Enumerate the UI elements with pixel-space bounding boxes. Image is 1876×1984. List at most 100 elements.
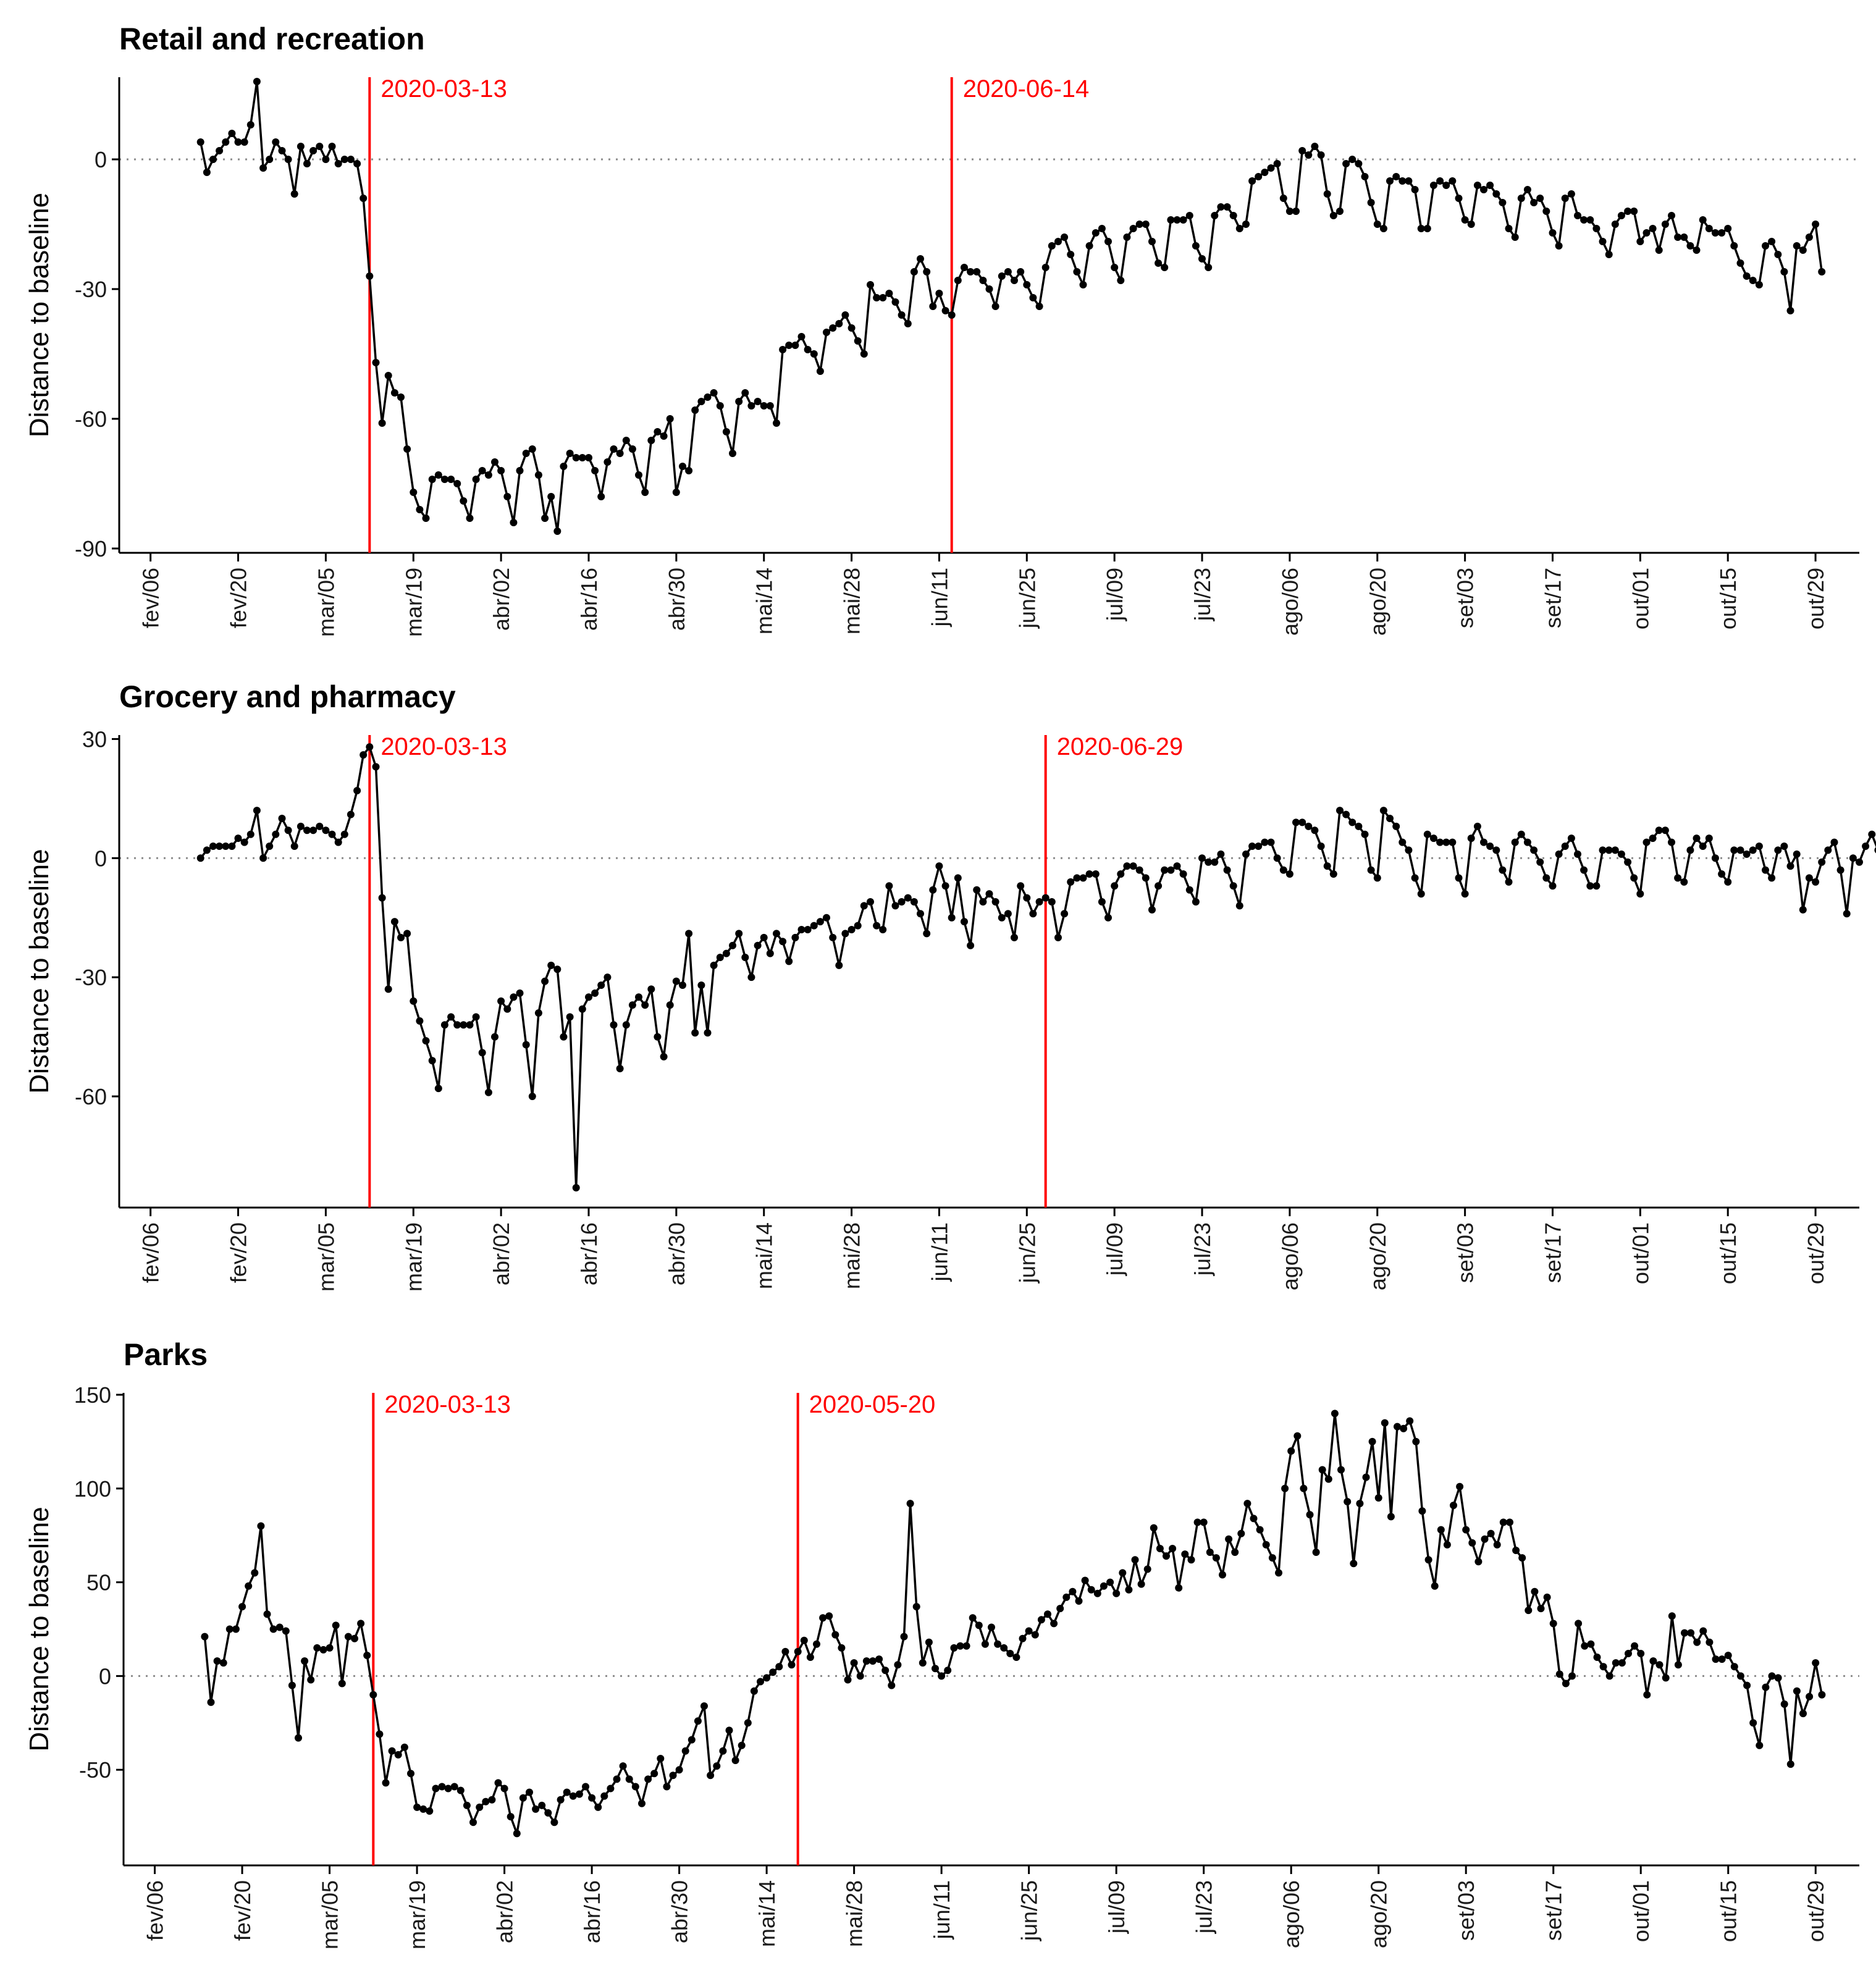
data-point	[1198, 854, 1206, 862]
data-point	[923, 930, 931, 938]
data-point	[688, 1736, 696, 1744]
x-tick-label: fev/20	[226, 1222, 251, 1283]
y-tick-label: 30	[82, 726, 107, 752]
data-point	[707, 1772, 715, 1780]
event-label: 2020-03-13	[381, 733, 507, 760]
y-tick-label: -60	[75, 1084, 107, 1109]
data-point	[397, 933, 405, 941]
data-point	[1661, 221, 1669, 228]
x-tick-label: jun/25	[1014, 1222, 1040, 1284]
data-point	[1749, 277, 1757, 284]
data-point	[991, 303, 999, 310]
x-tick-label: mar/19	[401, 1222, 426, 1292]
data-point	[522, 1041, 530, 1049]
data-point	[246, 830, 254, 838]
data-point	[1336, 807, 1344, 815]
data-point	[269, 1625, 277, 1633]
x-tick-label: abr/02	[489, 1222, 514, 1285]
data-point	[1075, 1597, 1083, 1605]
data-point	[307, 1676, 315, 1684]
data-point	[1223, 203, 1231, 211]
data-point	[1279, 195, 1287, 202]
data-point	[1718, 870, 1726, 878]
data-point	[1387, 1513, 1395, 1521]
data-point	[891, 902, 899, 910]
data-point	[700, 1702, 708, 1710]
data-point	[1624, 208, 1632, 215]
data-point	[1674, 1661, 1682, 1669]
x-tick-label: jul/23	[1192, 1880, 1217, 1934]
y-tick-label: -30	[75, 965, 107, 990]
data-point	[1324, 1475, 1332, 1483]
data-point	[272, 830, 280, 838]
data-point	[234, 138, 242, 146]
x-tick-label: jul/09	[1102, 568, 1127, 621]
x-tick-label: set/17	[1541, 1880, 1567, 1941]
data-point	[1655, 1661, 1664, 1669]
data-point	[781, 1647, 789, 1655]
data-point	[572, 1183, 580, 1192]
data-point	[1693, 246, 1701, 254]
data-point	[240, 138, 248, 146]
data-point	[754, 941, 762, 949]
x-tick-label: fev/20	[226, 568, 251, 628]
data-point	[560, 1033, 568, 1041]
data-point	[1624, 858, 1632, 866]
data-point	[1575, 1620, 1583, 1628]
data-point	[1436, 177, 1444, 185]
data-point	[835, 320, 843, 327]
data-point	[1362, 1473, 1370, 1481]
data-point	[334, 838, 342, 846]
data-point	[898, 898, 906, 906]
data-point	[929, 886, 937, 894]
data-point	[1293, 1432, 1302, 1440]
data-point	[1117, 277, 1125, 284]
data-point	[316, 143, 324, 150]
data-point	[1337, 1466, 1345, 1474]
data-point	[961, 918, 968, 926]
data-point	[1499, 199, 1507, 206]
data-point	[1285, 208, 1293, 215]
data-point	[923, 268, 931, 275]
data-point	[1243, 1500, 1251, 1508]
data-point	[1044, 1610, 1051, 1618]
data-point	[1085, 870, 1093, 878]
data-point	[616, 450, 624, 457]
data-point	[1505, 878, 1513, 886]
data-point	[1143, 1565, 1151, 1573]
data-point	[469, 1818, 477, 1826]
data-point	[410, 997, 418, 1005]
data-point	[1175, 1584, 1183, 1592]
data-point	[1142, 874, 1150, 882]
data-point	[875, 1655, 883, 1663]
data-point	[1305, 822, 1313, 830]
data-point	[1367, 199, 1375, 206]
data-point	[447, 476, 455, 483]
data-point	[1412, 1437, 1420, 1445]
data-point	[366, 743, 374, 751]
data-point	[572, 454, 580, 461]
data-point	[290, 190, 298, 198]
data-point	[885, 290, 893, 297]
x-tick-label: abr/16	[576, 1222, 602, 1285]
data-point	[1768, 238, 1776, 245]
data-point	[1561, 195, 1569, 202]
data-point	[788, 1661, 796, 1669]
data-point	[1511, 233, 1519, 241]
data-point	[488, 1796, 496, 1804]
y-tick-label: -50	[79, 1757, 111, 1783]
data-point	[1655, 826, 1663, 834]
data-point	[1300, 1484, 1308, 1492]
data-point	[622, 437, 630, 444]
x-tick-label: fev/06	[138, 568, 164, 628]
data-point	[1461, 890, 1469, 898]
event-label: 2020-05-20	[809, 1391, 936, 1418]
y-tick-label: 0	[99, 1663, 111, 1689]
data-point	[1135, 221, 1143, 228]
data-point	[394, 1751, 402, 1759]
data-point	[450, 1783, 458, 1791]
x-tick-label: out/29	[1803, 1222, 1828, 1284]
data-point	[797, 926, 806, 933]
data-point	[1035, 898, 1043, 906]
x-tick-label: ago/20	[1365, 1222, 1390, 1290]
